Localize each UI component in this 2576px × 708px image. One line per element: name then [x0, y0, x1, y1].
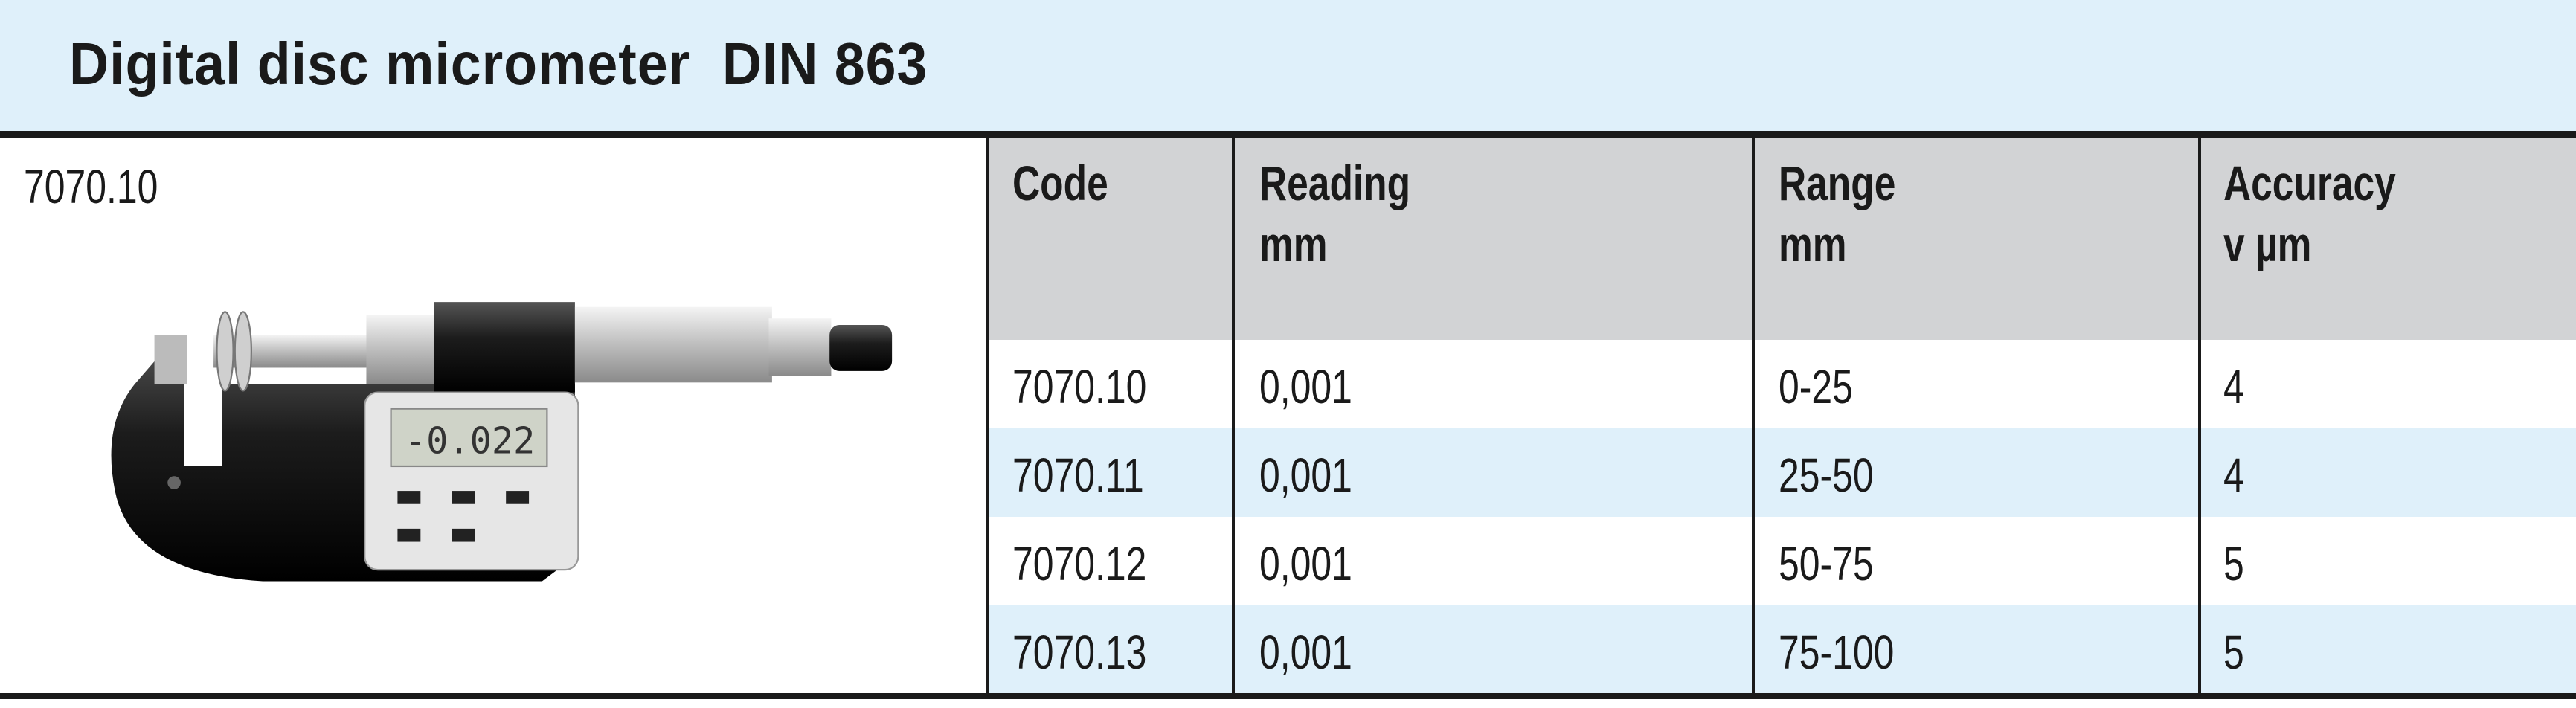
- cell-reading: 0,001: [1259, 537, 1352, 590]
- table-row: 7070.11 0,001 25-50 4: [986, 428, 2576, 517]
- cell-reading: 0,001: [1259, 448, 1352, 502]
- column-divider: [2198, 138, 2201, 693]
- cell-reading: 0,001: [1259, 625, 1352, 679]
- column-header-accuracy: Accuracy v µm: [2223, 155, 2396, 271]
- cell-range: 50-75: [1779, 537, 1874, 590]
- table-row: 7070.12 0,001 50-75 5: [986, 517, 2576, 605]
- column-header-code: Code: [1012, 155, 1108, 210]
- bottom-divider: [0, 693, 2576, 699]
- column-header-reading: Reading mm: [1259, 155, 1411, 271]
- cell-code: 7070.12: [1012, 537, 1147, 590]
- micrometer-illustration: -0.022: [111, 302, 893, 582]
- cell-code: 7070.13: [1012, 625, 1147, 679]
- cell-code: 7070.10: [1012, 360, 1147, 413]
- spec-table: Code Reading mm Range mm Accuracy v µm 7070…: [986, 138, 2576, 694]
- title-bar: Digital disc micrometer DIN 863: [0, 0, 2576, 131]
- column-divider: [986, 138, 989, 693]
- cell-accuracy: 4: [2223, 448, 2244, 502]
- column-divider: [1232, 138, 1235, 693]
- lcd-reading: -0.022: [405, 420, 535, 462]
- cell-reading: 0,001: [1259, 360, 1352, 413]
- product-code-label: 7070.10: [24, 160, 158, 213]
- cell-accuracy: 5: [2223, 537, 2244, 590]
- table-row: 7070.10 0,001 0-25 4: [986, 340, 2576, 428]
- cell-accuracy: 5: [2223, 625, 2244, 679]
- page-title: Digital disc micrometer DIN 863: [69, 30, 928, 97]
- table-header: Code Reading mm Range mm Accuracy v µm: [986, 138, 2576, 340]
- micrometer-image: -0.022: [0, 138, 986, 693]
- table-row: 7070.13 0,001 75-100 5: [986, 605, 2576, 694]
- top-divider: [0, 131, 2576, 138]
- column-divider: [1752, 138, 1755, 693]
- cell-accuracy: 4: [2223, 360, 2244, 413]
- cell-range: 25-50: [1779, 448, 1874, 502]
- cell-code: 7070.11: [1012, 448, 1144, 502]
- cell-range: 0-25: [1779, 360, 1853, 413]
- cell-range: 75-100: [1779, 625, 1895, 679]
- column-header-range: Range mm: [1779, 155, 1896, 271]
